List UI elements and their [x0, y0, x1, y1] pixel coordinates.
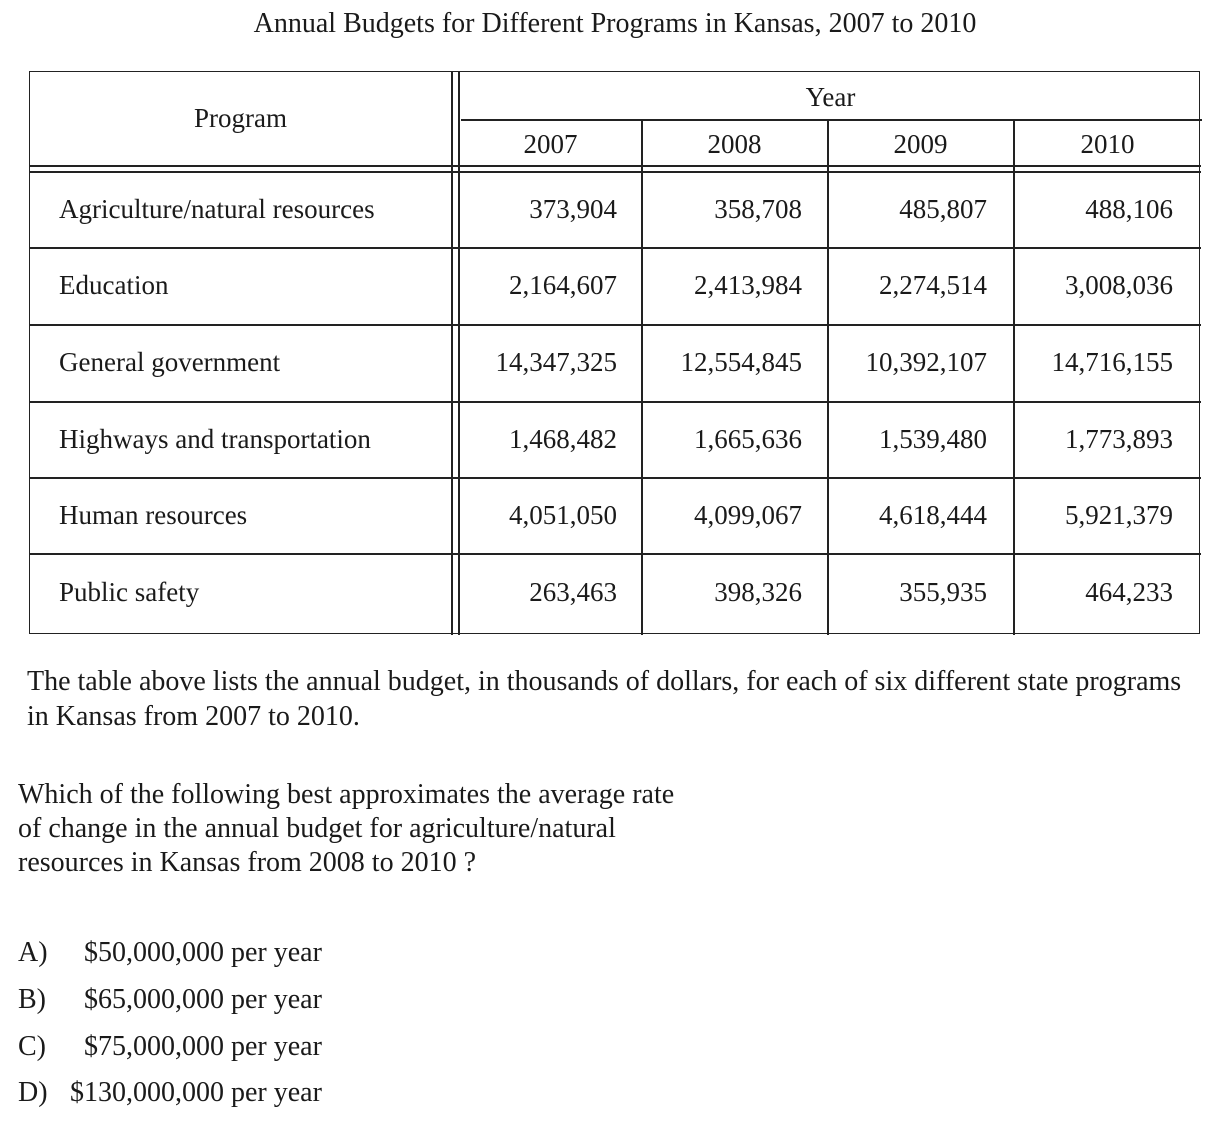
row-divider — [30, 553, 1201, 555]
program-label: General government — [59, 347, 281, 377]
budget-value: 12,554,845 — [680, 347, 803, 377]
choice-letter: B) — [18, 984, 46, 1015]
budget-value: 4,051,050 — [509, 500, 617, 530]
budget-value: 358,708 — [714, 194, 802, 224]
program-divider-left — [451, 72, 453, 635]
year-2009-header: 2009 — [893, 129, 948, 159]
row-divider — [30, 477, 1201, 479]
header-divider-bottom — [30, 171, 1201, 173]
year-header: Year — [805, 82, 856, 112]
program-label: Agriculture/natural resources — [59, 194, 375, 224]
budget-value: 3,008,036 — [1065, 270, 1173, 300]
table-description: The table above lists the annual budget,… — [27, 666, 1182, 732]
budget-value: 4,618,444 — [879, 500, 987, 530]
program-label: Human resources — [59, 500, 248, 530]
program-label: Public safety — [59, 577, 200, 607]
choice-letter: C) — [18, 1031, 46, 1062]
budget-value: 4,099,067 — [694, 500, 802, 530]
budget-value: 464,233 — [1085, 577, 1173, 607]
budget-value: 10,392,107 — [865, 347, 988, 377]
choice-c[interactable]: C) $75,000,000 per year — [18, 1030, 322, 1064]
table-title: Annual Budgets for Different Programs in… — [253, 8, 977, 39]
choice-text: $130,000,000 per year — [70, 1077, 322, 1108]
choice-d[interactable]: D) $130,000,000 per year — [18, 1076, 322, 1110]
budget-value: 1,773,893 — [1065, 424, 1173, 454]
row-divider — [30, 401, 1201, 403]
budget-value: 2,164,607 — [509, 270, 617, 300]
choice-a[interactable]: A) $50,000,000 per year — [18, 936, 322, 970]
budget-value: 14,347,325 — [495, 347, 618, 377]
budget-value: 263,463 — [529, 577, 617, 607]
budget-value: 2,413,984 — [694, 270, 802, 300]
year-2010-header: 2010 — [1080, 129, 1135, 159]
budget-value: 1,665,636 — [694, 424, 802, 454]
choice-letter: D) — [18, 1077, 48, 1108]
program-label: Education — [59, 270, 169, 300]
budget-value: 355,935 — [899, 577, 987, 607]
choice-text: $65,000,000 per year — [84, 984, 322, 1015]
header-divider-top — [30, 165, 1201, 167]
budget-value: 485,807 — [899, 194, 987, 224]
program-label: Highways and transportation — [59, 424, 371, 454]
budget-value: 1,539,480 — [879, 424, 987, 454]
budget-value: 5,921,379 — [1065, 500, 1173, 530]
program-divider-right — [458, 72, 460, 635]
choice-b[interactable]: B) $65,000,000 per year — [18, 983, 322, 1017]
year-2007-header: 2007 — [523, 129, 578, 159]
budget-value: 2,274,514 — [879, 270, 987, 300]
choice-letter: A) — [18, 937, 48, 968]
year-divider — [461, 119, 1202, 121]
budget-value: 1,468,482 — [509, 424, 617, 454]
budget-table: Program Year 2007 2008 2009 2010 Agricul… — [29, 71, 1202, 635]
choice-text: $50,000,000 per year — [84, 937, 322, 968]
choice-text: $75,000,000 per year — [84, 1031, 322, 1062]
year-col-divider — [641, 119, 643, 635]
year-col-divider — [827, 119, 829, 635]
row-divider — [30, 247, 1201, 249]
budget-value: 398,326 — [714, 577, 802, 607]
budget-value: 373,904 — [529, 194, 617, 224]
row-divider — [30, 324, 1201, 326]
question-text: Which of the following best approximates… — [18, 779, 675, 878]
year-2008-header: 2008 — [707, 129, 762, 159]
budget-value: 14,716,155 — [1051, 347, 1174, 377]
year-col-divider — [1013, 119, 1015, 635]
program-header: Program — [194, 103, 287, 133]
budget-value: 488,106 — [1085, 194, 1173, 224]
